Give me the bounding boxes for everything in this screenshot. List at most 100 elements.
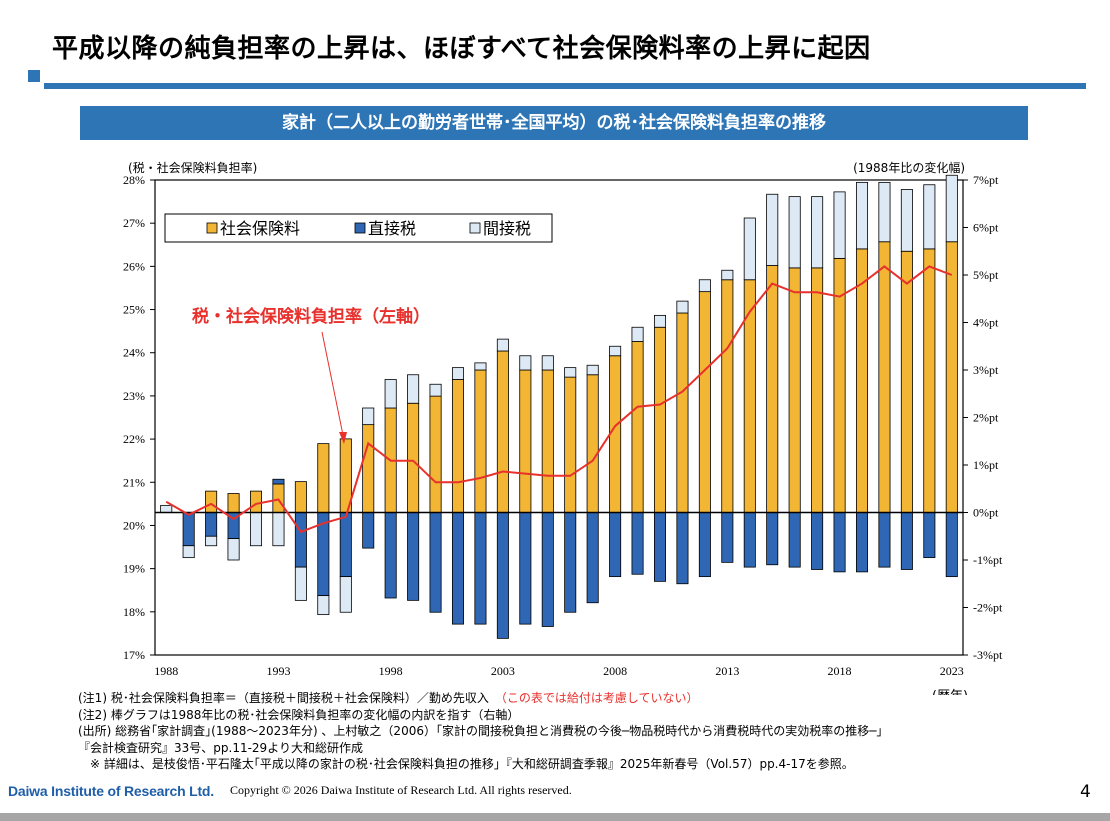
note-1-red: （この表では給付は考慮していない）: [500, 691, 699, 705]
bar-direct-tax: [272, 478, 285, 485]
bar-social-insurance: [429, 395, 442, 513]
bar-indirect-tax: [182, 545, 195, 559]
bar-social-insurance: [945, 241, 958, 513]
bar-social-insurance: [743, 279, 756, 513]
bar-direct-tax: [676, 512, 689, 585]
bar-social-insurance: [519, 369, 532, 513]
bar-direct-tax: [833, 512, 846, 573]
right-tick-label: 0%pt: [973, 506, 999, 520]
bar-social-insurance: [878, 241, 891, 513]
bar-social-insurance: [541, 369, 554, 513]
bar-indirect-tax: [272, 512, 285, 547]
bar-indirect-tax: [923, 184, 936, 250]
bar-indirect-tax: [811, 196, 824, 269]
right-tick-label: 7%pt: [973, 173, 999, 187]
bar-social-insurance: [698, 291, 711, 513]
bar-indirect-tax: [227, 538, 240, 561]
bar-indirect-tax: [519, 355, 532, 371]
x-tick-label: 1988: [154, 664, 178, 678]
legend-indirect-tax-label: 間接税: [483, 219, 531, 238]
bar-indirect-tax: [384, 379, 397, 409]
bar-indirect-tax: [609, 345, 622, 357]
bar-direct-tax: [362, 512, 375, 549]
bar-indirect-tax: [653, 314, 667, 328]
right-tick-label: 5%pt: [973, 268, 999, 282]
bar-direct-tax: [519, 512, 532, 625]
legend-social-insurance-label: 社会保険料: [220, 219, 300, 238]
bar-indirect-tax: [294, 566, 307, 601]
bar-direct-tax: [541, 512, 554, 627]
bar-social-insurance: [451, 379, 465, 513]
bar-indirect-tax: [878, 181, 891, 243]
bar-indirect-tax: [249, 512, 263, 547]
bar-social-insurance: [766, 265, 779, 513]
legend-direct-tax-label: 直接税: [368, 219, 416, 238]
left-tick-label: 26%: [123, 259, 145, 273]
footer-logo: Daiwa Institute of Research Ltd.: [8, 783, 214, 799]
x-unit-label: (暦年): [932, 689, 968, 695]
bar-indirect-tax: [788, 196, 801, 269]
bar-social-insurance: [227, 493, 240, 513]
bar-indirect-tax: [586, 364, 599, 376]
bar-indirect-tax: [676, 300, 689, 314]
title-accent-square: [28, 70, 40, 82]
title-rule: [44, 83, 1086, 89]
source-2: 『会計検査研究』33号、pp.11-29より大和総研作成: [78, 740, 363, 755]
bar-social-insurance: [609, 355, 622, 513]
notes: (注1) 税･社会保険料負担率＝（直接税＋間接税＋社会保険料）／勤め先収入 （こ…: [78, 690, 882, 773]
left-tick-label: 28%: [123, 173, 145, 187]
left-tick-label: 27%: [123, 216, 145, 230]
x-tick-label: 1998: [379, 664, 403, 678]
bar-indirect-tax: [698, 279, 711, 293]
bar-social-insurance: [474, 369, 487, 513]
left-tick-label: 25%: [123, 303, 145, 317]
bar-direct-tax: [609, 512, 622, 578]
note-2: (注2) 棒グラフは1988年比の税･社会保険料負担率の変化幅の内訳を指す（右軸…: [78, 707, 520, 722]
bar-indirect-tax: [429, 383, 442, 397]
bar-direct-tax: [698, 512, 711, 578]
x-tick-label: 1993: [266, 664, 290, 678]
bar-social-insurance: [205, 490, 218, 513]
bar-social-insurance: [676, 312, 689, 513]
bar-direct-tax: [855, 512, 869, 573]
bar-direct-tax: [429, 512, 442, 613]
right-tick-label: 2%pt: [973, 411, 999, 425]
legend-social-insurance-swatch: [206, 222, 218, 234]
left-tick-label: 20%: [123, 518, 145, 532]
bar-social-insurance: [631, 341, 644, 513]
bar-indirect-tax: [205, 535, 218, 547]
slide-title: 平成以降の純負担率の上昇は、ほぼすべて社会保険料率の上昇に起因: [52, 34, 871, 64]
bar-direct-tax: [766, 512, 779, 566]
bar-social-insurance: [407, 402, 420, 513]
source-1: (出所) 総務省｢家計調査｣(1988～2023年分) 、上村敏之（2006）｢…: [78, 724, 883, 738]
bar-social-insurance: [362, 424, 375, 513]
bar-direct-tax: [900, 512, 913, 570]
bar-direct-tax: [788, 512, 801, 568]
annotation-arrow-line: [321, 331, 345, 441]
bar-social-insurance: [564, 376, 577, 513]
bar-direct-tax: [923, 512, 936, 559]
bar-direct-tax: [653, 512, 667, 582]
bar-direct-tax: [451, 512, 465, 625]
right-axis-label: (1988年比の変化幅): [853, 160, 965, 175]
right-tick-label: 6%pt: [973, 221, 999, 235]
left-tick-label: 23%: [123, 389, 145, 403]
tax-burden-chart: 17% 18% 19% 20% 21% 22% 23% 24% 25% 26% 27% 28% -3%p…: [123, 160, 1003, 695]
bar-indirect-tax: [407, 374, 420, 404]
bar-indirect-tax: [855, 181, 869, 250]
footer-bar: [0, 813, 1110, 821]
bar-direct-tax: [384, 512, 397, 599]
bar-indirect-tax: [564, 367, 577, 378]
right-tick-label: 4%pt: [973, 316, 999, 330]
annotation-arrow-head: [339, 432, 347, 444]
x-tick-label: 2013: [715, 664, 739, 678]
right-tick-label: 1%pt: [973, 458, 999, 472]
bar-social-insurance: [294, 481, 307, 513]
right-tick-label: 3%pt: [973, 363, 999, 377]
note-1: (注1) 税･社会保険料負担率＝（直接税＋間接税＋社会保険料）／勤め先収入 （こ…: [78, 690, 882, 707]
bar-social-insurance: [923, 248, 936, 513]
bar-direct-tax: [496, 512, 509, 639]
bar-direct-tax: [474, 512, 487, 625]
bar-social-insurance: [586, 374, 599, 513]
bar-social-insurance: [317, 443, 330, 513]
